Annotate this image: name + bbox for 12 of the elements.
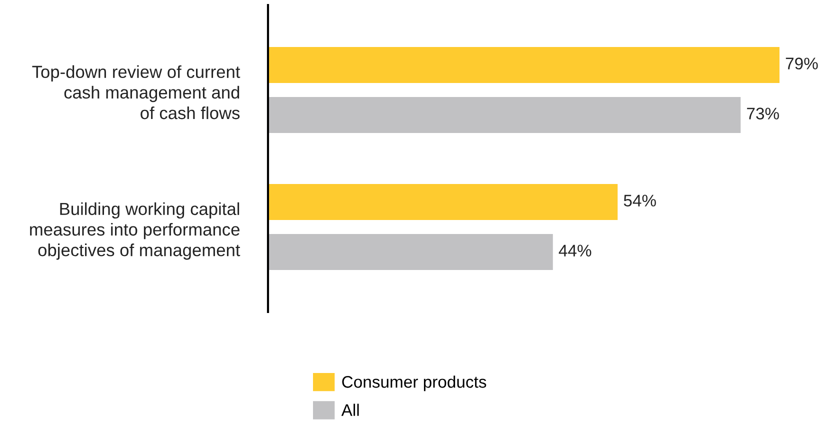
- bar: [268, 96, 741, 133]
- bar: [268, 46, 780, 83]
- y-tick-label: Top-down review of current cash management and of cash flows: [32, 65, 240, 120]
- data-label: 79%: [786, 58, 818, 70]
- y-tick-label: Building working capital measures into performance objectives of management: [30, 202, 240, 260]
- legend-label: Consumer products: [342, 376, 486, 392]
- data-label: 44%: [558, 244, 592, 256]
- bar: [268, 184, 618, 220]
- bar: [268, 234, 553, 270]
- legend-label: All: [341, 404, 359, 416]
- data-label: 73%: [747, 108, 779, 120]
- data-label: 54%: [624, 194, 656, 206]
